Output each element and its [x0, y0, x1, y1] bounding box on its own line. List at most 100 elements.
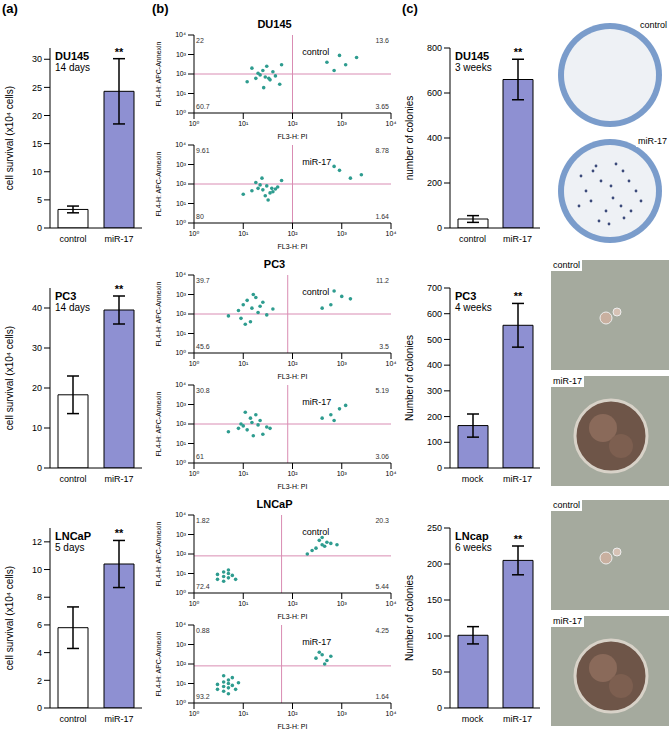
svg-text:400: 400 [427, 133, 442, 143]
svg-text:FL4-H: APC-Annexin: FL4-H: APC-Annexin [155, 631, 162, 696]
svg-text:10⁰: 10⁰ [175, 699, 186, 706]
svg-text:10⁴: 10⁴ [386, 710, 397, 717]
svg-text:10¹: 10¹ [238, 470, 249, 477]
svg-text:200: 200 [427, 412, 442, 422]
svg-text:0: 0 [37, 223, 42, 233]
svg-text:miR-17: miR-17 [503, 714, 532, 724]
svg-text:FL4-H: APC-Annexin: FL4-H: APC-Annexin [155, 151, 162, 216]
svg-text:control: control [459, 234, 486, 244]
svg-text:miR-17: miR-17 [503, 234, 532, 244]
svg-text:15: 15 [32, 139, 42, 149]
svg-text:200: 200 [427, 559, 442, 569]
svg-text:FL3-H: PI: FL3-H: PI [278, 723, 308, 730]
svg-text:FL3-H: PI: FL3-H: PI [278, 373, 308, 380]
svg-text:700: 700 [427, 283, 442, 293]
svg-text:Number of colonies: Number of colonies [404, 575, 415, 661]
svg-text:10⁰: 10⁰ [189, 360, 200, 367]
svg-text:8: 8 [37, 592, 42, 602]
svg-text:control: control [59, 474, 86, 484]
svg-text:mock: mock [462, 474, 484, 484]
svg-text:300: 300 [427, 386, 442, 396]
svg-text:miR-17: miR-17 [104, 474, 133, 484]
svg-text:10¹: 10¹ [238, 360, 249, 367]
svg-text:**: ** [115, 527, 124, 539]
svg-text:10⁴: 10⁴ [386, 360, 397, 367]
svg-text:12: 12 [32, 537, 42, 547]
svg-text:FL4-H: APC-Annexin: FL4-H: APC-Annexin [155, 41, 162, 106]
svg-text:10⁰: 10⁰ [175, 109, 186, 116]
svg-text:FL4-H: APC-Annexin: FL4-H: APC-Annexin [155, 521, 162, 586]
svg-text:10⁴: 10⁴ [386, 120, 397, 127]
svg-text:10⁴: 10⁴ [175, 381, 186, 388]
svg-text:control: control [59, 714, 86, 724]
svg-text:**: ** [115, 46, 124, 58]
svg-text:250: 250 [427, 523, 442, 533]
svg-text:10³: 10³ [176, 401, 187, 408]
svg-text:miR-17: miR-17 [104, 714, 133, 724]
svg-text:10³: 10³ [176, 641, 187, 648]
svg-text:10⁴: 10⁴ [175, 621, 186, 628]
svg-text:**: ** [115, 283, 124, 295]
svg-text:10³: 10³ [337, 470, 348, 477]
svg-text:10⁰: 10⁰ [189, 470, 200, 477]
svg-text:800: 800 [427, 43, 442, 53]
svg-text:0: 0 [437, 223, 442, 233]
svg-text:FL3-H: PI: FL3-H: PI [278, 243, 308, 250]
svg-text:FL3-H: PI: FL3-H: PI [278, 133, 308, 140]
svg-text:10²: 10² [176, 180, 187, 187]
svg-text:10³: 10³ [337, 600, 348, 607]
svg-text:400: 400 [427, 360, 442, 370]
svg-text:mock: mock [462, 714, 484, 724]
svg-text:FL3-H: PI: FL3-H: PI [278, 483, 308, 490]
svg-text:10³: 10³ [337, 710, 348, 717]
svg-text:10¹: 10¹ [238, 710, 249, 717]
svg-text:10³: 10³ [176, 161, 187, 168]
svg-text:10²: 10² [287, 710, 298, 717]
svg-text:0: 0 [437, 703, 442, 713]
svg-text:150: 150 [427, 595, 442, 605]
svg-text:FL4-H: APC-Annexin: FL4-H: APC-Annexin [155, 391, 162, 456]
svg-text:10⁴: 10⁴ [175, 511, 186, 518]
svg-text:6: 6 [37, 620, 42, 630]
svg-text:10²: 10² [287, 230, 298, 237]
svg-text:10⁰: 10⁰ [189, 120, 200, 127]
svg-text:10³: 10³ [176, 291, 187, 298]
svg-text:10²: 10² [287, 470, 298, 477]
svg-text:**: ** [514, 46, 523, 58]
svg-text:cell survival (x10⁴ cells): cell survival (x10⁴ cells) [4, 86, 15, 190]
svg-text:10³: 10³ [337, 230, 348, 237]
svg-text:10⁰: 10⁰ [175, 349, 186, 356]
svg-text:10⁴: 10⁴ [386, 470, 397, 477]
svg-text:10¹: 10¹ [176, 570, 187, 577]
svg-text:10¹: 10¹ [176, 330, 187, 337]
svg-text:50: 50 [432, 667, 442, 677]
svg-text:40: 40 [32, 303, 42, 313]
svg-text:10¹: 10¹ [238, 600, 249, 607]
svg-text:5: 5 [37, 195, 42, 205]
svg-text:10²: 10² [176, 660, 187, 667]
svg-text:20: 20 [32, 383, 42, 393]
svg-text:0: 0 [37, 463, 42, 473]
svg-text:200: 200 [427, 178, 442, 188]
svg-text:10¹: 10¹ [238, 230, 249, 237]
svg-text:**: ** [514, 290, 523, 302]
svg-text:10⁰: 10⁰ [175, 219, 186, 226]
svg-text:10¹: 10¹ [238, 120, 249, 127]
svg-text:10²: 10² [176, 550, 187, 557]
svg-text:30: 30 [32, 54, 42, 64]
svg-text:25: 25 [32, 83, 42, 93]
svg-text:10²: 10² [287, 120, 298, 127]
svg-text:600: 600 [427, 88, 442, 98]
svg-text:10: 10 [32, 423, 42, 433]
svg-text:10¹: 10¹ [176, 440, 187, 447]
svg-text:100: 100 [427, 437, 442, 447]
svg-text:miR-17: miR-17 [104, 234, 133, 244]
svg-text:10¹: 10¹ [176, 680, 187, 687]
svg-text:10³: 10³ [337, 120, 348, 127]
svg-text:10⁰: 10⁰ [189, 600, 200, 607]
svg-text:10⁰: 10⁰ [189, 710, 200, 717]
svg-text:10³: 10³ [337, 360, 348, 367]
svg-text:10⁴: 10⁴ [175, 141, 186, 148]
svg-text:10³: 10³ [176, 531, 187, 538]
svg-text:10²: 10² [287, 600, 298, 607]
